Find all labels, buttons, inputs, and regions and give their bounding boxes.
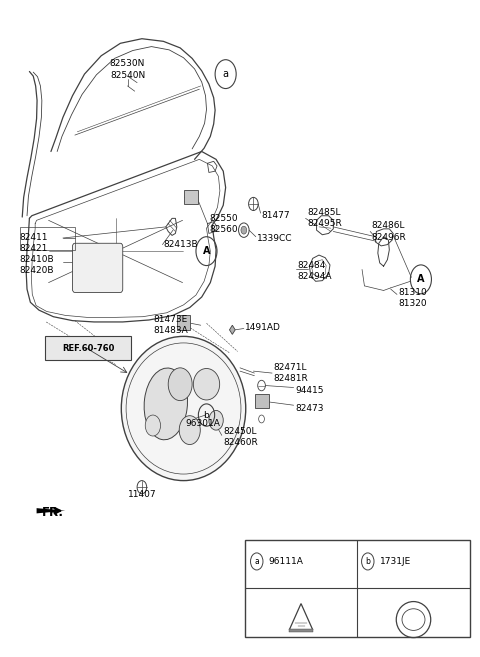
- Text: 96111A: 96111A: [269, 557, 303, 566]
- Bar: [245, 539, 470, 637]
- Text: 96301A: 96301A: [185, 419, 220, 428]
- Bar: [183, 189, 198, 204]
- Text: 82471L
82481R: 82471L 82481R: [274, 363, 308, 383]
- Text: a: a: [223, 69, 228, 79]
- Ellipse shape: [121, 336, 246, 481]
- Text: FR.: FR.: [41, 506, 63, 518]
- Circle shape: [168, 368, 192, 401]
- Text: a: a: [254, 557, 259, 566]
- Text: b: b: [365, 557, 370, 566]
- Text: 81473E
81483A: 81473E 81483A: [154, 315, 189, 335]
- FancyBboxPatch shape: [45, 336, 132, 360]
- Polygon shape: [229, 325, 235, 334]
- Text: 82484
82494A: 82484 82494A: [298, 261, 332, 281]
- Text: 82450L
82460R: 82450L 82460R: [223, 426, 258, 447]
- Text: 1339CC: 1339CC: [257, 234, 292, 243]
- Polygon shape: [36, 508, 65, 513]
- Text: 82485L
82495R: 82485L 82495R: [307, 208, 342, 229]
- Text: A: A: [417, 275, 425, 284]
- Text: 82473: 82473: [295, 404, 324, 413]
- Text: A: A: [203, 246, 210, 256]
- Bar: [255, 394, 269, 409]
- Circle shape: [179, 416, 200, 445]
- Text: 82413B: 82413B: [163, 240, 198, 249]
- Bar: [20, 227, 75, 250]
- Text: 94415: 94415: [295, 386, 324, 396]
- Ellipse shape: [193, 369, 220, 400]
- Text: 81477: 81477: [262, 211, 290, 219]
- Ellipse shape: [144, 368, 188, 440]
- Text: 82530N
82540N: 82530N 82540N: [110, 60, 145, 79]
- Bar: [177, 315, 190, 330]
- Circle shape: [145, 415, 160, 436]
- FancyBboxPatch shape: [72, 243, 123, 292]
- Circle shape: [241, 226, 247, 234]
- Text: REF.60-760: REF.60-760: [62, 344, 114, 353]
- Text: 11407: 11407: [128, 490, 156, 499]
- Text: 1731JE: 1731JE: [380, 557, 411, 566]
- Text: 1491AD: 1491AD: [245, 323, 281, 332]
- Text: 82411
82421: 82411 82421: [20, 233, 48, 254]
- Bar: [289, 629, 312, 632]
- Text: 82550
82560: 82550 82560: [209, 214, 238, 234]
- Text: b: b: [204, 411, 209, 420]
- Text: 82410B
82420B: 82410B 82420B: [20, 255, 54, 275]
- Text: 81310
81320: 81310 81320: [398, 288, 427, 307]
- Circle shape: [209, 411, 223, 430]
- Text: 82486L
82496R: 82486L 82496R: [372, 221, 407, 242]
